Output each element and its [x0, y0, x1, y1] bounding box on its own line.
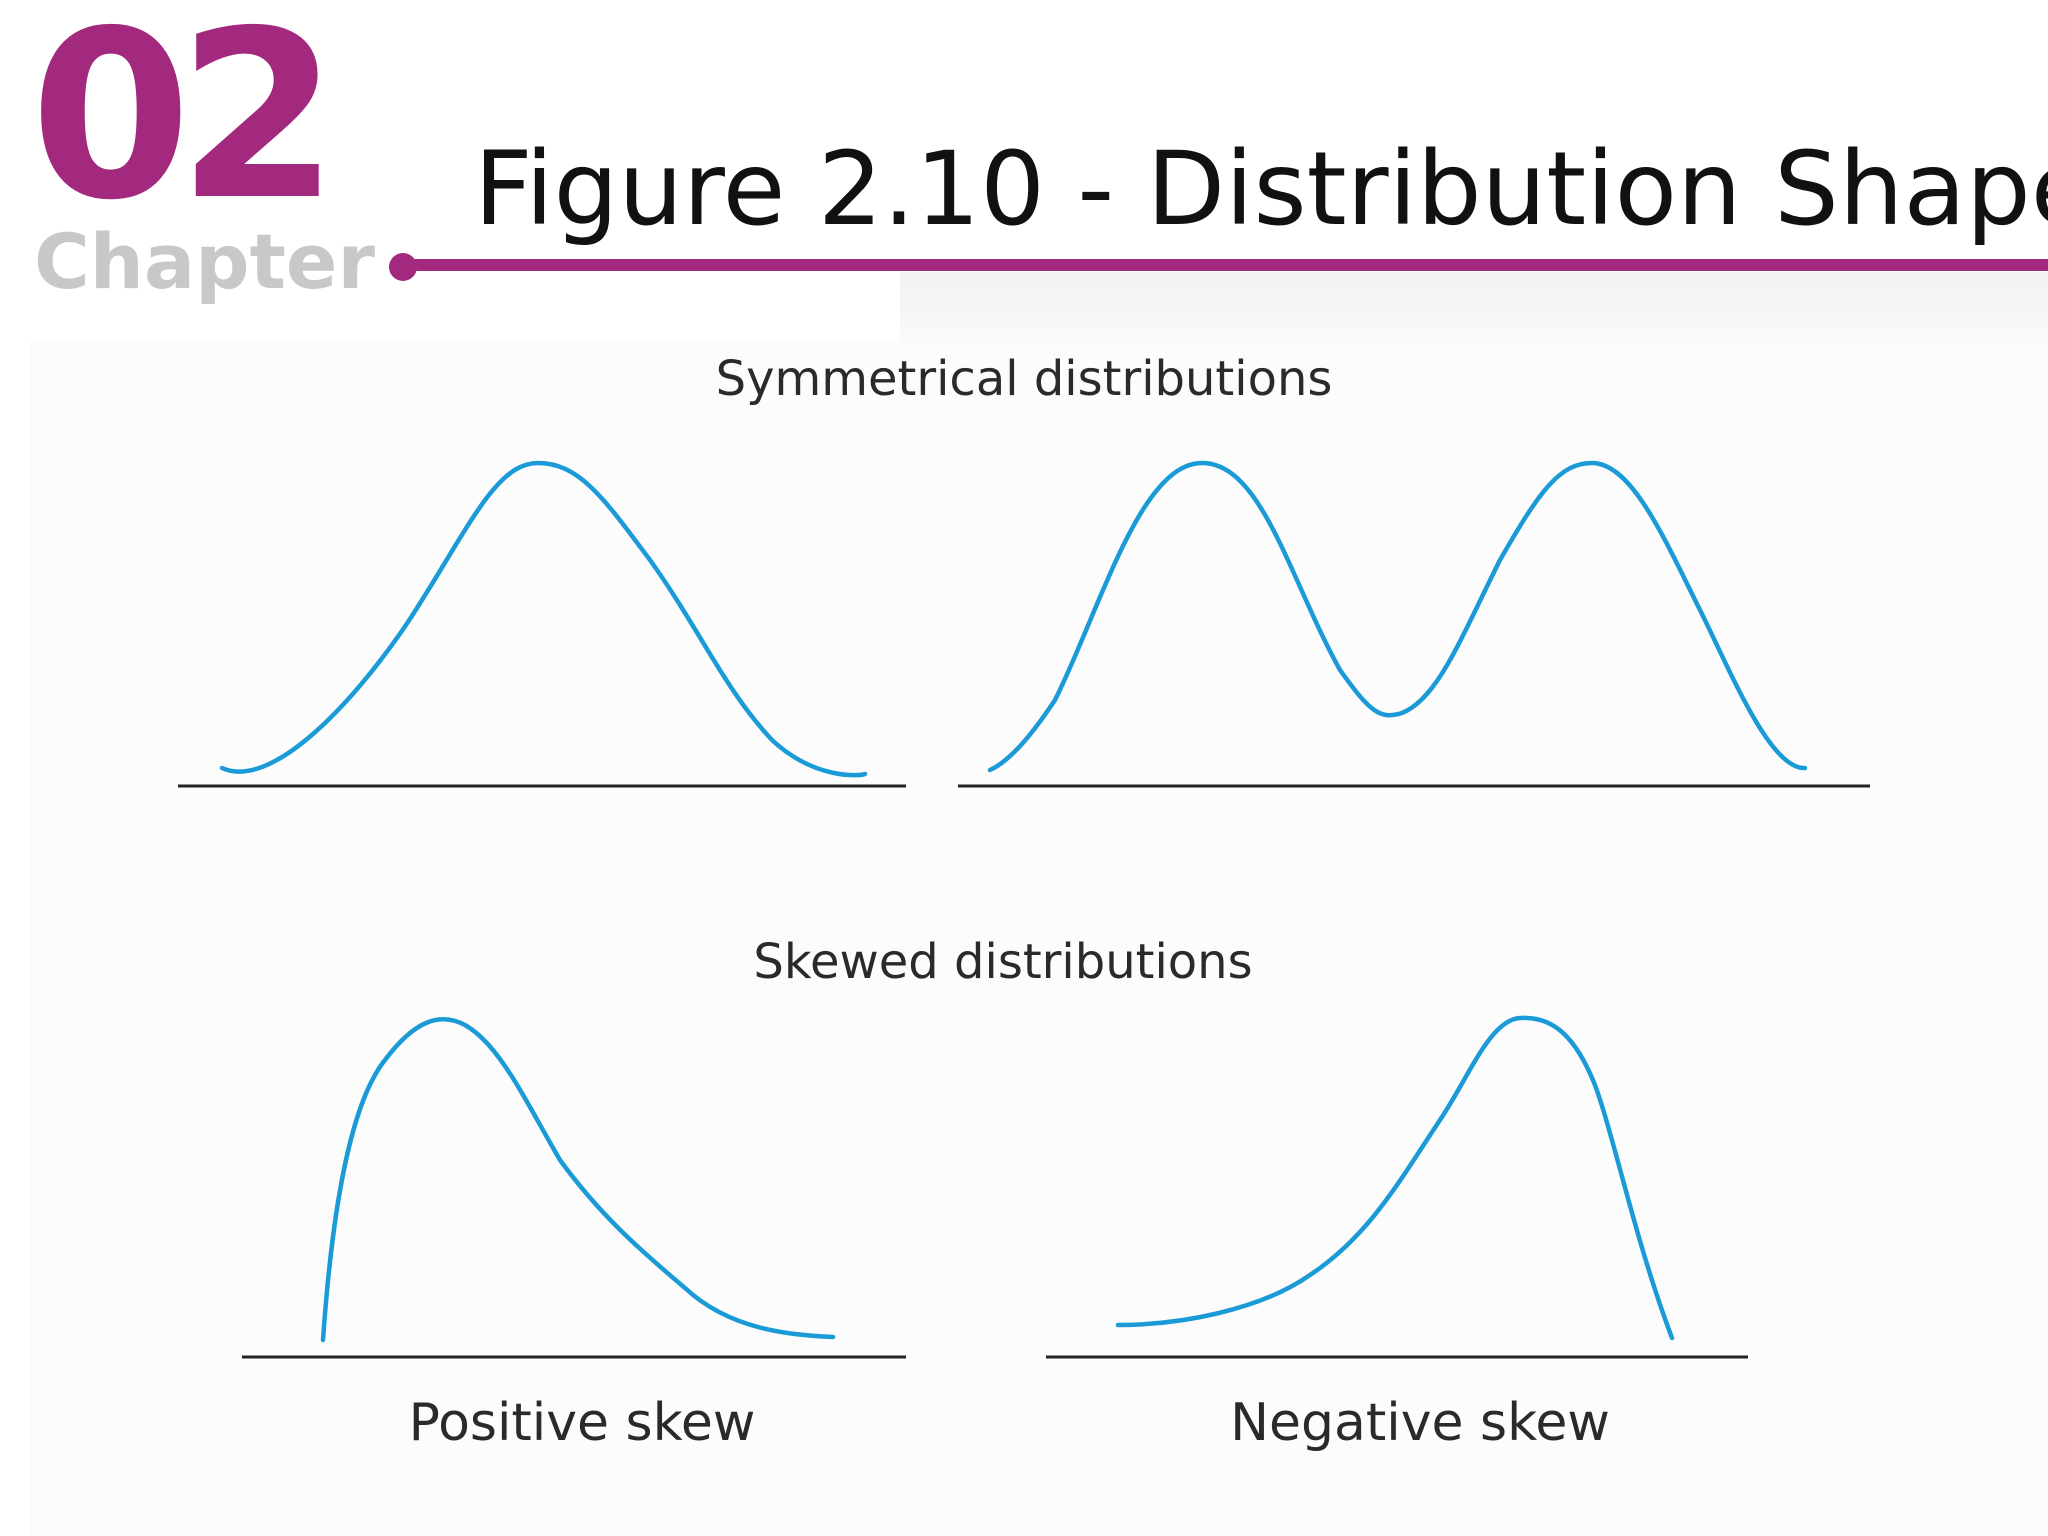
chapter-label: Chapter — [34, 217, 375, 306]
normal-curve — [219, 460, 868, 778]
bimodal-curve — [987, 460, 1808, 773]
positive-skew-curve — [320, 1017, 836, 1343]
positive-skew-caption: Positive skew — [409, 1393, 756, 1453]
negative-skew-caption: Negative skew — [1230, 1393, 1610, 1453]
negative-skew-curve — [1115, 1015, 1675, 1341]
negative-skew-panel: Negative skew — [1046, 1015, 1748, 1453]
bimodal-distribution-panel — [958, 460, 1870, 788]
slide-title: Figure 2.10 - Distribution Shapes — [474, 130, 2048, 249]
symmetrical-heading: Symmetrical distributions — [716, 351, 1333, 407]
skewed-heading: Skewed distributions — [753, 934, 1252, 990]
normal-distribution-panel — [178, 460, 906, 788]
positive-skew-panel: Positive skew — [242, 1017, 906, 1453]
chapter-number: 02 — [30, 0, 339, 251]
figure-background — [30, 342, 2048, 1536]
title-rule — [405, 259, 2048, 271]
title-rule-dot — [389, 253, 417, 281]
header-shade — [900, 272, 2048, 344]
